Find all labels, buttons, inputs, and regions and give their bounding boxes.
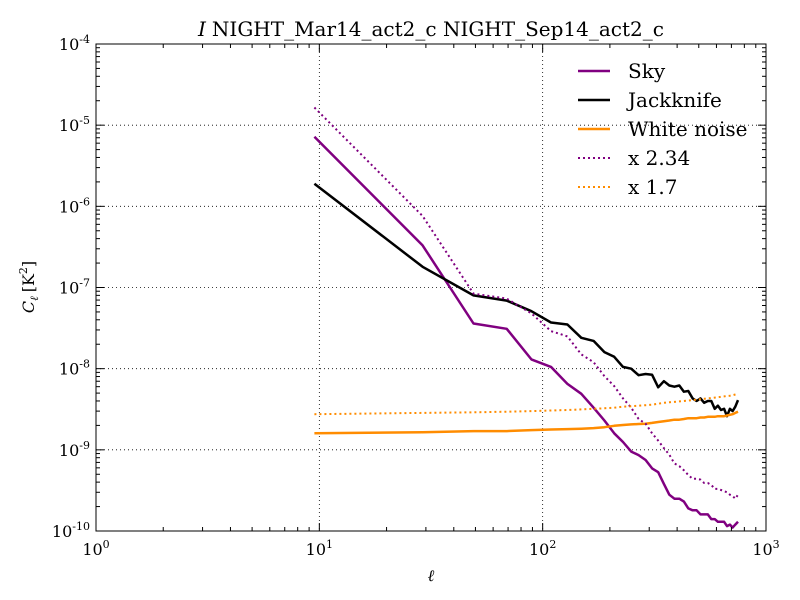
y-tick-label: 10-4 [59, 33, 90, 54]
tick-labels: 100 101 102 103 10-10 10-9 10-8 10-7 10-6 10-5 10-… [52, 33, 780, 559]
x-tick-label: 100 [82, 538, 109, 559]
axis-ticks [95, 43, 767, 532]
y-tick-label: 10-5 [59, 114, 90, 135]
series-line-jackknife [313, 182, 740, 418]
legend-label-sky: Sky [628, 59, 666, 83]
legend-label-x-2-34: x 2.34 [628, 146, 690, 170]
x-axis-label: ℓ [428, 566, 435, 585]
legend-label-x-1-7: x 1.7 [628, 175, 677, 199]
x-tick-label: 103 [752, 538, 779, 559]
y-tick-label: 10-7 [59, 277, 90, 298]
y-tick-label: 10-6 [59, 195, 90, 216]
legend: Sky Jackknife White noise x 2.34 x 1.7 [578, 59, 747, 199]
x-tick-label: 102 [529, 538, 556, 559]
y-tick-label: 10-10 [52, 520, 90, 541]
y-axis-label: Cℓ[K2] [17, 261, 41, 313]
chart-title: I NIGHT_Mar14_act2_c NIGHT_Sep14_act2_c [197, 17, 664, 41]
y-tick-label: 10-9 [59, 439, 90, 460]
series-line-white-noise [314, 410, 739, 435]
x-tick-label: 101 [306, 538, 333, 559]
y-tick-label: 10-8 [59, 358, 90, 379]
series-line-sky [313, 135, 739, 529]
plot-series [313, 106, 740, 529]
legend-label-jackknife: Jackknife [626, 88, 722, 112]
legend-label-white-noise: White noise [628, 117, 747, 141]
series-line-x-2-34 [313, 106, 739, 500]
series-line-x-1-7 [314, 392, 739, 416]
